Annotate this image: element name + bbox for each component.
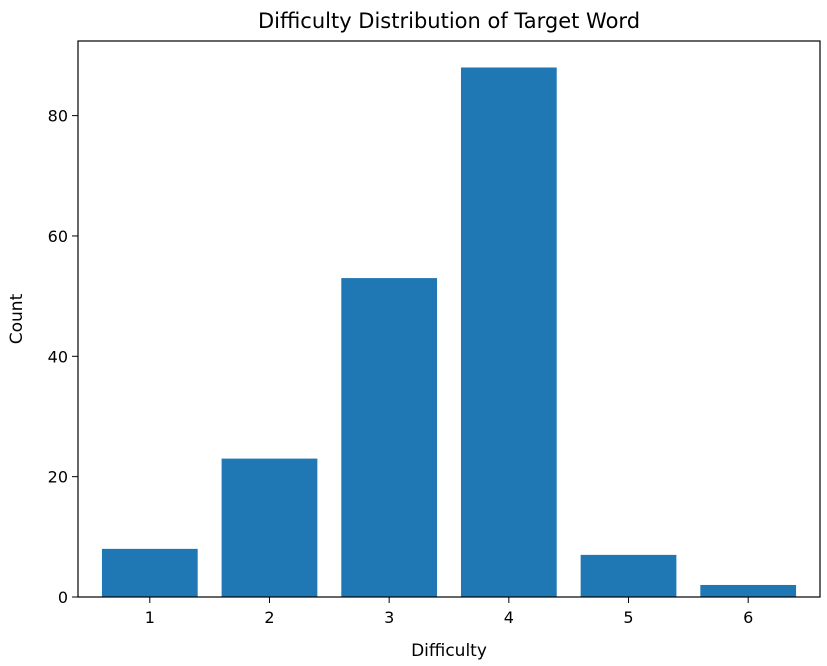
x-tick-label: 2 [264,608,274,627]
y-tick-label: 20 [48,468,68,487]
y-tick-label: 80 [48,107,68,126]
x-axis-label: Difficulty [411,641,487,661]
bar-difficulty-2 [221,458,318,597]
x-tick-label: 6 [743,608,753,627]
chart-title: Difficulty Distribution of Target Word [258,9,640,33]
y-tick-label: 60 [48,227,68,246]
y-tick-label: 0 [58,588,68,607]
bars-layer [101,67,797,597]
bar-difficulty-6 [700,584,797,597]
plot-frame [77,40,821,598]
y-axis-label: Count [7,293,27,344]
x-tick-label: 4 [504,608,514,627]
bar-difficulty-4 [460,67,557,597]
x-tick-label: 3 [384,608,394,627]
bar-difficulty-5 [580,554,677,597]
y-tick-label: 40 [48,347,68,366]
x-tick-label: 1 [145,608,155,627]
bar-difficulty-3 [341,278,438,597]
bar-difficulty-1 [101,548,198,597]
x-tick-label: 5 [623,608,633,627]
